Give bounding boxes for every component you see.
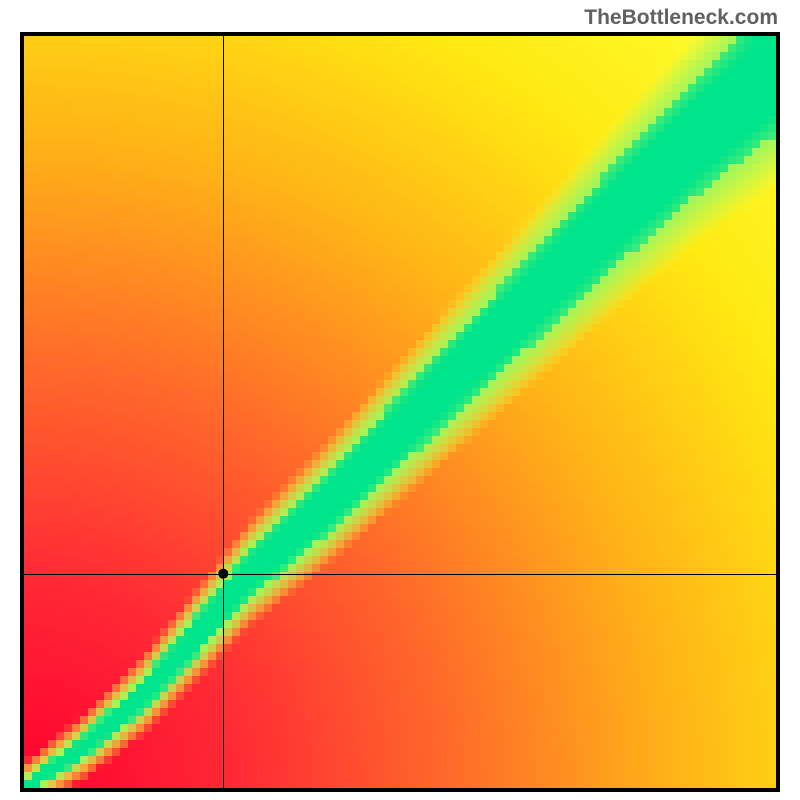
crosshair-overlay	[24, 36, 776, 788]
attribution-text: TheBottleneck.com	[584, 6, 778, 30]
chart-container: TheBottleneck.com	[0, 0, 800, 800]
